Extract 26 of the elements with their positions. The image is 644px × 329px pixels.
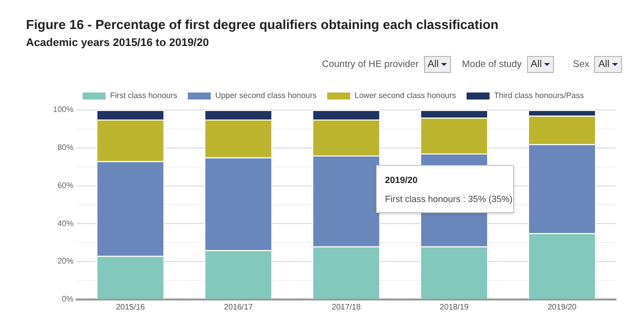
text: Mode of study <box>462 59 522 70</box>
tooltip-box: 2019/20 First class honours : 35% (35%) <box>376 165 514 213</box>
dropdown-field: All <box>526 56 554 73</box>
text: Country of HE provider <box>322 59 419 70</box>
y-tick-label: 40% <box>57 218 74 228</box>
dropdown-field: All <box>594 56 622 73</box>
x-tick-label: 2019/20 <box>548 302 578 312</box>
chart-subtitle: Academic years 2015/16 to 2019/20 <box>26 37 209 49</box>
legend-label: Lower second class honours <box>354 91 456 100</box>
dropdown-field: All <box>424 56 451 73</box>
annotation: First class honours : 35% (35%) <box>385 194 513 204</box>
y-tick-label: 20% <box>57 256 74 266</box>
x-tick-label: 2015/16 <box>116 302 146 312</box>
chart-title: Figure 16 - Percentage of first degree qualifiers obtaining each classification <box>26 17 498 32</box>
legend-label: Third class honours/Pass <box>494 91 584 100</box>
legend-label: First class honours <box>110 91 178 100</box>
x-tick-label: 2018/19 <box>440 302 470 312</box>
legend-label: Upper second class honours <box>215 91 317 100</box>
y-tick-label: 80% <box>57 143 74 152</box>
text: Sex <box>573 59 590 70</box>
y-tick-label: 60% <box>57 180 74 190</box>
y-tick-label: 0% <box>62 294 74 304</box>
annotation: 2019/20 <box>385 175 419 185</box>
x-tick-label: 2016/17 <box>224 302 254 312</box>
y-tick-label: 100% <box>52 105 74 114</box>
x-tick-label: 2017/18 <box>332 302 362 312</box>
